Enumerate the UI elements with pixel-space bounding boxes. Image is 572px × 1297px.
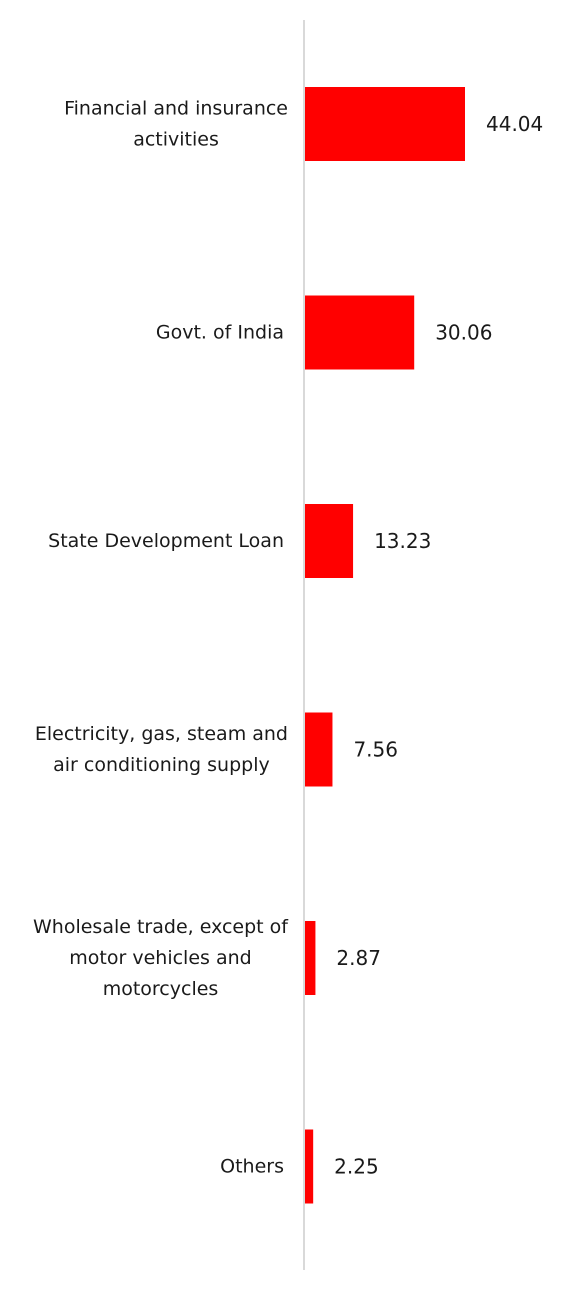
category-label-5-line-0: Others bbox=[220, 1156, 284, 1178]
category-label-2: State Development Loan bbox=[48, 530, 284, 552]
value-label-5: 2.25 bbox=[334, 1155, 379, 1179]
value-label-2: 13.23 bbox=[374, 529, 431, 553]
bar-0 bbox=[305, 87, 465, 161]
category-label-0-line-0: Financial and insurance bbox=[64, 98, 288, 120]
bars-group bbox=[305, 87, 465, 1204]
category-label-1-line-0: Govt. of India bbox=[156, 322, 284, 344]
value-label-1: 30.06 bbox=[435, 321, 492, 345]
category-label-0: Financial and insurance activities bbox=[64, 98, 288, 151]
category-label-5: Others bbox=[220, 1156, 284, 1178]
category-label-1: Govt. of India bbox=[156, 322, 284, 344]
category-label-3-line-1: air conditioning supply bbox=[53, 754, 270, 776]
value-label-0: 44.04 bbox=[486, 112, 543, 136]
category-label-4-line-2: motorcycles bbox=[103, 978, 219, 1000]
value-label-4: 2.87 bbox=[336, 946, 381, 970]
category-label-4-line-0: Wholesale trade, except of bbox=[33, 916, 289, 938]
bar-5 bbox=[305, 1129, 314, 1204]
category-label-0-line-1: activities bbox=[133, 129, 219, 151]
bar-3 bbox=[305, 712, 333, 787]
category-label-4-line-1: motor vehicles and bbox=[69, 947, 251, 969]
category-label-4: Wholesale trade, except of motor vehicles… bbox=[33, 916, 289, 1000]
bar-1 bbox=[305, 295, 415, 370]
category-labels-group: Financial and insurance activities Govt. o… bbox=[33, 98, 289, 1178]
category-label-3: Electricity, gas, steam and air condition… bbox=[35, 723, 288, 776]
value-label-3: 7.56 bbox=[353, 738, 398, 762]
category-label-3-line-0: Electricity, gas, steam and bbox=[35, 723, 288, 745]
category-label-2-line-0: State Development Loan bbox=[48, 530, 284, 552]
value-labels-group: 44.04 30.06 13.23 7.56 2.87 2.25 bbox=[334, 112, 543, 1179]
bar-2 bbox=[305, 504, 354, 578]
bar-4 bbox=[305, 921, 316, 995]
